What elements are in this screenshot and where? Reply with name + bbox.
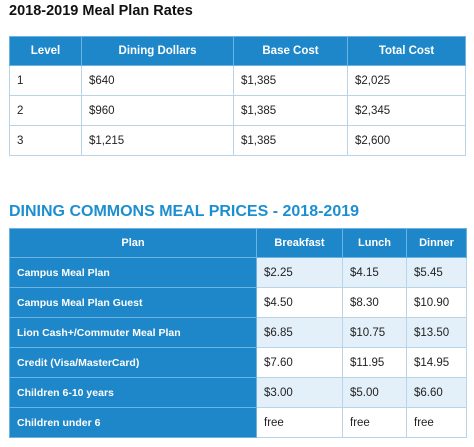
prices-title: DINING COMMONS MEAL PRICES - 2018-2019 [9,203,360,220]
rates-cell-total-cost: $2,345 [347,95,466,126]
prices-cell-dinner: free [406,407,467,438]
prices-header-row: Plan Breakfast Lunch Dinner [9,228,467,258]
prices-cell-dinner: $6.60 [406,377,467,408]
table-row: Campus Meal Plan Guest $4.50 $8.30 $10.9… [9,287,467,318]
prices-cell-plan: Campus Meal Plan [9,257,257,288]
prices-cell-plan: Children under 6 [9,407,257,438]
rates-table: Level Dining Dollars Base Cost Total Cos… [9,36,466,156]
prices-cell-breakfast: free [256,407,343,438]
prices-cell-dinner: $14.95 [406,347,467,378]
rates-cell-total-cost: $2,600 [347,125,466,156]
prices-header-breakfast: Breakfast [256,228,343,258]
prices-cell-plan: Children 6-10 years [9,377,257,408]
prices-cell-lunch: $4.15 [342,257,407,288]
table-row: 1 $640 $1,385 $2,025 [9,65,466,96]
prices-header-lunch: Lunch [342,228,407,258]
prices-cell-lunch: $5.00 [342,377,407,408]
prices-cell-breakfast: $4.50 [256,287,343,318]
prices-header-plan: Plan [9,228,257,258]
rates-header-base-cost: Base Cost [233,36,348,66]
prices-cell-lunch: free [342,407,407,438]
table-row: Children 6-10 years $3.00 $5.00 $6.60 [9,377,467,408]
rates-header-level: Level [9,36,82,66]
rates-header-total-cost: Total Cost [347,36,466,66]
rates-cell-level: 1 [9,65,82,96]
rates-cell-level: 3 [9,125,82,156]
prices-cell-breakfast: $6.85 [256,317,343,348]
prices-cell-plan: Lion Cash+/Commuter Meal Plan [9,317,257,348]
table-row: 3 $1,215 $1,385 $2,600 [9,125,466,156]
rates-cell-level: 2 [9,95,82,126]
table-row: Lion Cash+/Commuter Meal Plan $6.85 $10.… [9,317,467,348]
rates-title: 2018-2019 Meal Plan Rates [9,3,193,19]
rates-cell-dining-dollars: $640 [81,65,234,96]
rates-cell-base-cost: $1,385 [233,125,348,156]
prices-cell-plan: Campus Meal Plan Guest [9,287,257,318]
table-row: Children under 6 free free free [9,407,467,438]
prices-cell-lunch: $10.75 [342,317,407,348]
rates-cell-base-cost: $1,385 [233,95,348,126]
prices-cell-breakfast: $7.60 [256,347,343,378]
rates-cell-total-cost: $2,025 [347,65,466,96]
prices-cell-dinner: $5.45 [406,257,467,288]
table-row: 2 $960 $1,385 $2,345 [9,95,466,126]
prices-cell-breakfast: $3.00 [256,377,343,408]
prices-cell-lunch: $8.30 [342,287,407,318]
rates-header-dining-dollars: Dining Dollars [81,36,234,66]
rates-cell-dining-dollars: $1,215 [81,125,234,156]
prices-cell-dinner: $10.90 [406,287,467,318]
table-row: Campus Meal Plan $2.25 $4.15 $5.45 [9,257,467,288]
prices-cell-lunch: $11.95 [342,347,407,378]
rates-cell-dining-dollars: $960 [81,95,234,126]
prices-cell-breakfast: $2.25 [256,257,343,288]
prices-header-dinner: Dinner [406,228,467,258]
prices-table: Plan Breakfast Lunch Dinner Campus Meal … [9,228,467,438]
table-row: Credit (Visa/MasterCard) $7.60 $11.95 $1… [9,347,467,378]
rates-cell-base-cost: $1,385 [233,65,348,96]
rates-header-row: Level Dining Dollars Base Cost Total Cos… [9,36,466,66]
prices-cell-plan: Credit (Visa/MasterCard) [9,347,257,378]
prices-cell-dinner: $13.50 [406,317,467,348]
